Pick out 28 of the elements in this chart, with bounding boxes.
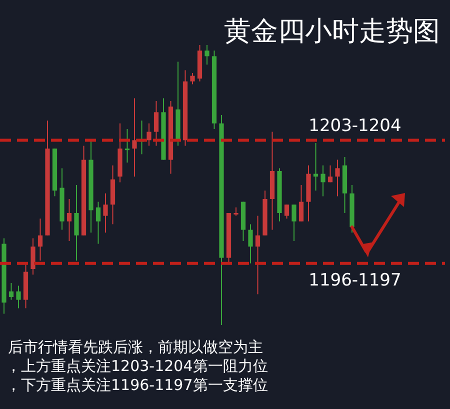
candlestick [248, 224, 253, 264]
candlestick [154, 100, 159, 146]
annotation: 1196-1197 [308, 270, 402, 290]
text: 后市行情看先跌后涨，前期以做空为主 [8, 338, 263, 356]
candlestick [124, 128, 130, 164]
candlestick [74, 184, 79, 262]
candlestick [132, 98, 137, 178]
candlestick [298, 184, 304, 222]
annotation: 1203-1204 [308, 116, 402, 136]
candlestick [96, 201, 101, 244]
candlestick [255, 215, 260, 295]
candlestick [190, 72, 195, 85]
candlestick [335, 159, 340, 197]
candlestick [204, 44, 210, 66]
candlestick [66, 198, 72, 242]
candlestick [146, 122, 152, 146]
candlestick [328, 164, 333, 183]
candlestick [103, 192, 108, 234]
text: ，下方重点关注1196-1197第一支撑位 [6, 376, 268, 394]
candlestick [8, 282, 14, 300]
candlestick [38, 218, 43, 262]
candlestick [292, 204, 296, 242]
chart-title: 黄金四小时走势图 [224, 16, 440, 47]
text: ，上方重点关注1203-1204第一阻力位 [6, 357, 268, 375]
candlestick [320, 164, 326, 197]
candlestick [16, 285, 21, 309]
candlestick [30, 238, 36, 276]
candlestick [284, 204, 290, 220]
